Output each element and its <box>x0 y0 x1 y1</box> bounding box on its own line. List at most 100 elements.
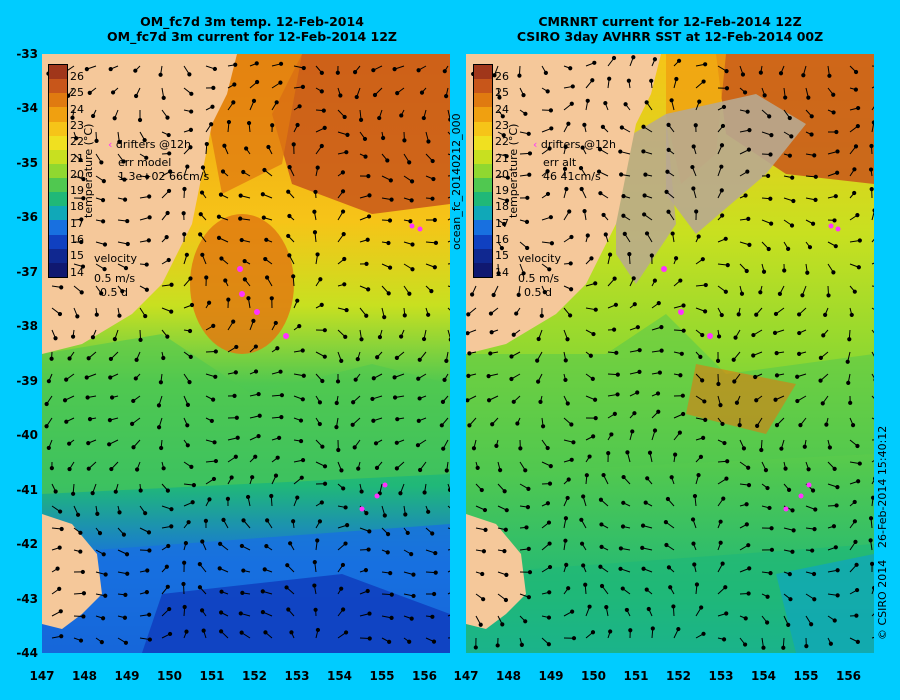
velocity-arrow-head <box>872 476 874 481</box>
velocity-arrow-head <box>358 117 364 122</box>
velocity-arrow-head <box>123 265 129 271</box>
velocity-arrow-head <box>765 620 770 625</box>
velocity-arrow-head <box>342 282 347 287</box>
velocity-arrow-head <box>527 570 533 575</box>
colorbar-tick-label: 16 <box>495 233 509 246</box>
colorbar-tick-label: 25 <box>70 86 84 100</box>
velocity-arrow-head <box>112 337 117 342</box>
colorbar-tick-label: 15 <box>495 249 509 263</box>
velocity-arrow-head <box>789 223 795 228</box>
velocity-arrow-head <box>849 312 854 318</box>
x-tick-label: 150 <box>156 669 183 683</box>
velocity-arrow-head <box>805 270 810 275</box>
velocity-arrow-head <box>161 355 166 361</box>
velocity-arrow <box>871 460 874 463</box>
velocity-arrow-head <box>782 268 787 273</box>
velocity-arrow-head <box>284 585 289 590</box>
velocity-arrow-head <box>341 486 346 491</box>
velocity-arrow-head <box>599 583 605 589</box>
velocity-arrow <box>447 131 450 135</box>
velocity-arrow-head <box>168 169 173 174</box>
velocity-arrow-head <box>509 354 514 359</box>
velocity-arrow-head <box>70 334 76 339</box>
velocity-arrow-head <box>188 127 194 132</box>
velocity-arrow-head <box>765 485 770 491</box>
velocity-arrow-head <box>593 307 598 312</box>
velocity-arrow-head <box>156 425 162 430</box>
velocity-arrow-head <box>731 357 736 362</box>
velocity-arrow-head <box>279 415 284 420</box>
velocity-arrow-head <box>641 124 646 129</box>
velocity-arrow-head <box>831 524 837 529</box>
velocity-arrow-head <box>218 541 223 546</box>
velocity-arrow <box>447 175 450 177</box>
velocity-arrow-head <box>869 187 874 192</box>
velocity-arrow-head <box>344 307 349 313</box>
velocity-arrow-head <box>701 435 706 440</box>
velocity-arrow-head <box>753 374 758 380</box>
colorbar-swatch <box>49 248 67 263</box>
velocity-arrow-head <box>834 503 839 508</box>
velocity-arrow-head <box>322 481 328 486</box>
velocity-arrow-head <box>117 510 122 515</box>
velocity-arrow-head <box>315 252 320 257</box>
velocity-arrow-head <box>260 609 265 615</box>
velocity-arrow-head <box>526 486 531 491</box>
right-land-tasmania <box>466 514 526 629</box>
velocity-arrow-head <box>643 172 648 177</box>
drifter-icon: ‹ <box>533 138 541 151</box>
velocity-arrow-head <box>97 531 103 536</box>
velocity-arrow <box>447 637 450 639</box>
velocity-arrow-head <box>220 169 226 174</box>
velocity-arrow-head <box>666 122 671 127</box>
velocity-arrow-head <box>582 122 587 127</box>
velocity-arrow <box>871 307 874 310</box>
velocity-arrow-head <box>319 89 324 94</box>
y-tick-label: -41 <box>16 482 38 497</box>
velocity-arrow-head <box>189 464 194 470</box>
velocity-arrow-head <box>678 278 683 283</box>
velocity-arrow-head <box>94 312 99 317</box>
velocity-arrow-head <box>334 425 339 430</box>
velocity-arrow-head <box>831 270 836 275</box>
velocity-arrow-head <box>813 174 818 179</box>
velocity-arrow-head <box>820 401 825 406</box>
velocity-arrow-head <box>621 194 626 199</box>
velocity-arrow <box>447 505 450 509</box>
velocity-arrow-head <box>342 256 347 262</box>
velocity-arrow-head <box>495 643 500 648</box>
velocity-arrow-head <box>590 376 595 381</box>
colorbar-swatch <box>49 65 67 80</box>
velocity-arrow-head <box>593 416 598 421</box>
velocity-arrow-head <box>690 517 696 522</box>
velocity-arrow-head <box>719 164 724 169</box>
left-land-tasmania <box>42 514 102 629</box>
velocity-arrow-head <box>371 418 376 423</box>
velocity-arrow-head <box>399 334 404 339</box>
velocity-arrow-head <box>84 67 89 72</box>
colorbar-swatch <box>474 93 492 108</box>
velocity-arrow-head <box>254 61 259 66</box>
velocity-arrow-head <box>698 354 703 359</box>
velocity-arrow-head <box>666 565 672 570</box>
velocity-arrow-head <box>499 246 505 251</box>
left-err-label: err model <box>118 156 172 169</box>
velocity-arrow-head <box>623 102 628 107</box>
velocity-arrow-head <box>613 302 619 307</box>
velocity-arrow-head <box>319 500 324 505</box>
left-velocity-label: velocity <box>94 252 137 265</box>
velocity-arrow-head <box>466 331 470 336</box>
velocity-arrow-head <box>504 198 510 203</box>
velocity-arrow-head <box>233 62 238 67</box>
velocity-arrow-head <box>618 566 623 571</box>
velocity-arrow-head <box>676 58 682 63</box>
velocity-arrow-head <box>242 277 247 282</box>
velocity-arrow-head <box>301 373 306 378</box>
velocity-arrow-head <box>143 313 148 319</box>
velocity-arrow-head <box>382 513 387 518</box>
velocity-arrow-head <box>768 196 773 201</box>
velocity-arrow-head <box>169 524 174 529</box>
velocity-arrow-head <box>856 105 861 111</box>
velocity-arrow-head <box>608 629 613 634</box>
velocity-arrow-head <box>447 487 450 492</box>
